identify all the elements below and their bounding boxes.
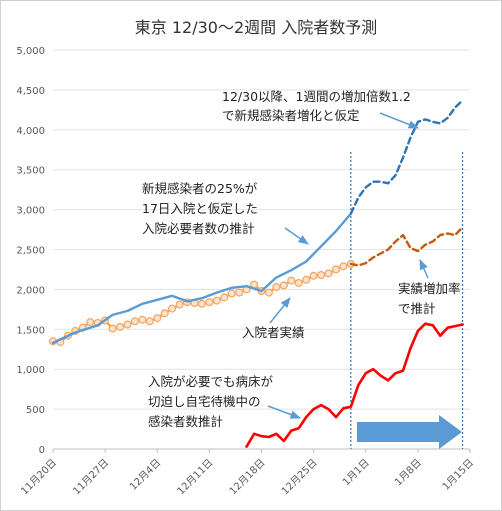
forecast-note-arrow xyxy=(379,112,419,129)
rate-note-arrow xyxy=(419,259,429,279)
data-point xyxy=(130,317,139,326)
series-3 xyxy=(349,226,464,267)
waiting-note-line-3: 感染者数推計 xyxy=(148,414,223,429)
actual-label-group: 入院者実績 xyxy=(242,297,305,340)
estimate-note-line-2: 17日入院と仮定した xyxy=(142,201,258,216)
data-point xyxy=(212,296,221,305)
data-point xyxy=(205,298,214,307)
y-tick-label: 2,500 xyxy=(16,246,45,257)
series-group xyxy=(48,99,464,448)
data-point xyxy=(175,300,184,309)
series-line xyxy=(245,322,464,448)
data-point xyxy=(317,271,326,280)
data-point xyxy=(332,265,341,274)
estimate-note-line-3: 入院必要者数の推計 xyxy=(142,221,255,236)
two-week-arrow-shaft xyxy=(357,422,439,442)
data-point xyxy=(108,324,117,333)
y-tick-label: 0 xyxy=(39,445,45,456)
data-point xyxy=(324,269,333,278)
waiting-note-line-1: 入院が必要でも病床が xyxy=(148,374,274,389)
y-tick-label: 1,000 xyxy=(16,365,45,376)
rate-note-line-2: で推計 xyxy=(398,301,436,316)
series-4 xyxy=(245,322,464,448)
data-point xyxy=(339,262,348,271)
forecast-note-line-1: 12/30以降、1週間の増加倍数1.2 xyxy=(222,89,411,104)
estimate-note: 新規感染者の25%が 17日入院と仮定した 入院必要者数の推計 xyxy=(142,181,309,245)
data-point xyxy=(309,271,318,280)
series-line xyxy=(51,212,353,345)
data-point xyxy=(220,293,229,302)
data-point xyxy=(197,299,206,308)
actual-label-arrow xyxy=(269,297,291,324)
data-point xyxy=(302,275,311,284)
data-point xyxy=(153,314,162,323)
y-tick-label: 4,500 xyxy=(16,86,45,97)
rate-note-line-1: 実績増加率 xyxy=(398,281,461,296)
two-week-arrow-head xyxy=(439,415,462,449)
y-tick-label: 1,500 xyxy=(16,325,45,336)
estimate-note-line-1: 新規感染者の25%が xyxy=(142,181,258,196)
y-tick-label: 3,000 xyxy=(16,206,45,217)
series-1 xyxy=(51,212,353,345)
forecast-period-lines xyxy=(350,152,464,449)
data-point xyxy=(279,281,288,290)
forecast-note: 12/30以降、1週間の増加倍数1.2 で新規感染者増化と仮定 xyxy=(222,89,419,129)
series-line xyxy=(349,99,464,215)
data-point xyxy=(160,309,169,318)
y-tick-label: 3,500 xyxy=(16,166,45,177)
y-tick-label: 500 xyxy=(26,405,45,416)
waiting-note: 入院が必要でも病床が 切迫し自宅待機中の 感染者数推計 xyxy=(148,374,301,429)
gridlines xyxy=(53,49,470,450)
series-2 xyxy=(349,99,464,215)
chart-title: 東京 12/30～2週間 入院者数予測 xyxy=(135,18,377,37)
two-week-arrow: 2week xyxy=(357,411,462,449)
waiting-note-arrow xyxy=(267,405,301,419)
data-point xyxy=(145,317,154,326)
data-point xyxy=(168,304,177,313)
rate-note: 実績増加率 で推計 xyxy=(398,259,461,316)
y-tick-label: 2,000 xyxy=(16,285,45,296)
y-tick-label: 5,000 xyxy=(16,46,45,57)
y-axis-tick-labels: 0 500 1,000 1,500 2,000 2,500 3,000 3,500 4,000 4… xyxy=(16,46,45,456)
data-point xyxy=(115,322,124,331)
actual-label: 入院者実績 xyxy=(242,325,305,340)
data-point xyxy=(272,283,281,292)
data-point xyxy=(287,276,296,285)
data-point xyxy=(138,315,147,324)
data-point xyxy=(294,279,303,288)
data-point xyxy=(123,320,132,329)
waiting-note-line-2: 切迫し自宅待機中の xyxy=(148,394,261,409)
data-point xyxy=(86,318,95,327)
data-point xyxy=(264,288,273,297)
data-point xyxy=(235,288,244,297)
y-tick-label: 4,000 xyxy=(16,126,45,137)
forecast-note-line-2: で新規感染者増化と仮定 xyxy=(222,108,360,123)
two-week-label: 2week xyxy=(383,411,431,426)
data-point xyxy=(227,289,236,298)
estimate-note-arrow xyxy=(284,227,309,245)
series-line xyxy=(349,226,464,267)
